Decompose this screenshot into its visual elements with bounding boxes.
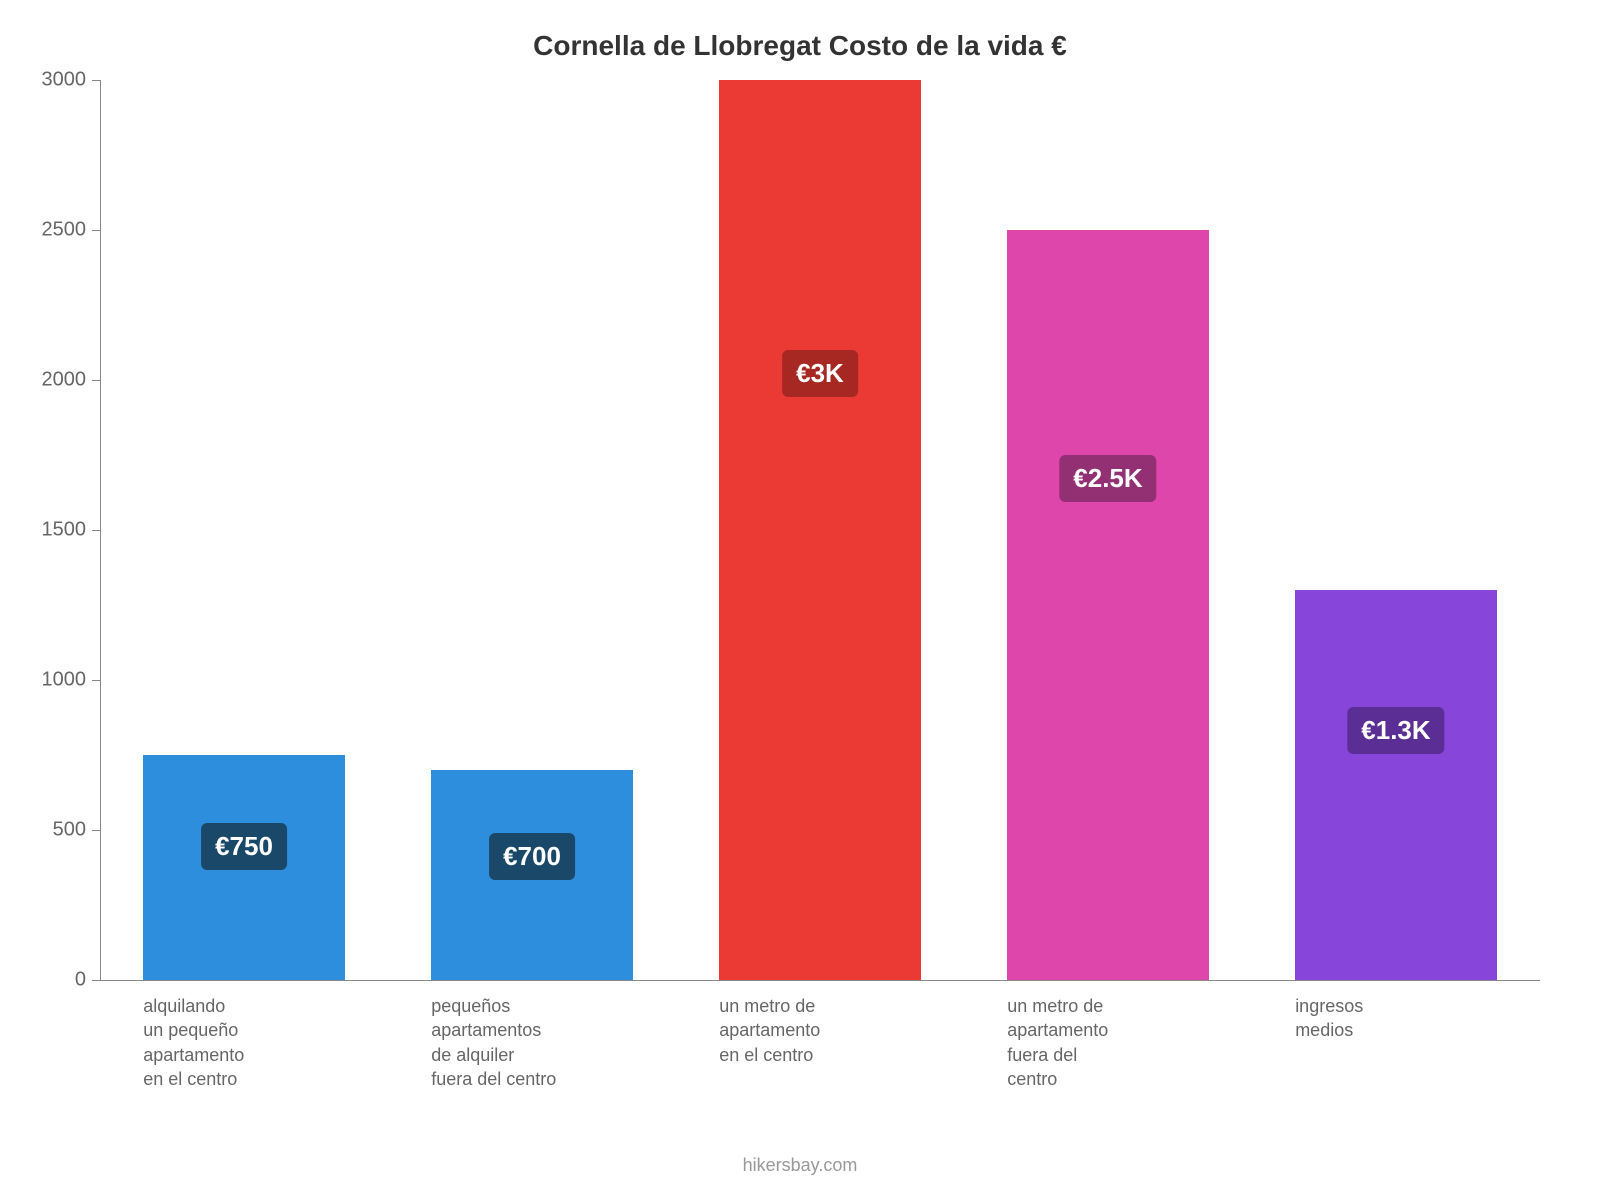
chart-title: Cornella de Llobregat Costo de la vida € [0, 30, 1600, 62]
x-tick-label: un metro de apartamento en el centro [719, 980, 921, 1067]
y-tick-mark [92, 830, 100, 831]
bar: €700 [431, 770, 633, 980]
chart-credit: hikersbay.com [0, 1155, 1600, 1176]
bar-value-label: €1.3K [1347, 707, 1444, 754]
bar-value-label: €750 [201, 823, 287, 870]
bar-value-label: €2.5K [1059, 455, 1156, 502]
bar: €1.3K [1295, 590, 1497, 980]
y-tick-mark [92, 530, 100, 531]
bar-value-label: €3K [782, 350, 858, 397]
plot-area: 050010001500200025003000€750alquilando u… [100, 80, 1540, 980]
bar: €750 [143, 755, 345, 980]
y-tick-mark [92, 680, 100, 681]
y-tick-mark [92, 980, 100, 981]
bar-value-label: €700 [489, 833, 575, 880]
cost-of-living-chart: Cornella de Llobregat Costo de la vida €… [0, 0, 1600, 1200]
y-tick-mark [92, 80, 100, 81]
bar: €2.5K [1007, 230, 1209, 980]
y-tick-mark [92, 380, 100, 381]
bar: €3K [719, 80, 921, 980]
x-tick-label: pequeños apartamentos de alquiler fuera … [431, 980, 633, 1091]
x-tick-label: un metro de apartamento fuera del centro [1007, 980, 1209, 1091]
y-axis-line [100, 80, 101, 980]
y-tick-mark [92, 230, 100, 231]
x-tick-label: alquilando un pequeño apartamento en el … [143, 980, 345, 1091]
x-tick-label: ingresos medios [1295, 980, 1497, 1043]
